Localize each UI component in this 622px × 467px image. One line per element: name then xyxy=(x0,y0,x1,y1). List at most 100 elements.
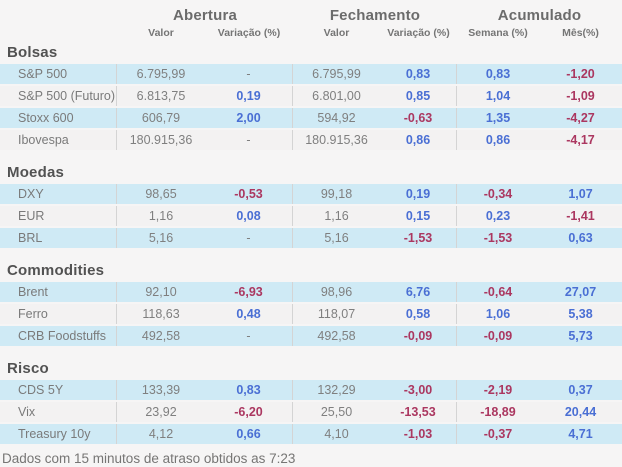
value-cell: - xyxy=(205,228,293,248)
value-cell: 1,04 xyxy=(457,86,539,106)
row-label: Stoxx 600 xyxy=(0,108,117,128)
column-group-header-row: Abertura Fechamento Acumulado xyxy=(0,0,622,25)
table-row: Ibovespa 180.915,36-180.915,36 0,86 0,86 -4… xyxy=(0,130,622,150)
value-cell: -3,00 xyxy=(380,380,457,400)
market-section: Bolsas S&P 500 6.795,99-6.795,99 0,83 0,83… xyxy=(0,44,622,150)
value-cell: -0,53 xyxy=(205,184,293,204)
subheader-fechamento-valor: Valor xyxy=(323,27,350,39)
value-cell: 1,16 xyxy=(293,206,380,226)
value-cell: 0,83 xyxy=(205,380,293,400)
value-cell: -1,53 xyxy=(457,228,539,248)
value-cell: 27,07 xyxy=(539,282,622,302)
column-group-abertura: Abertura xyxy=(172,7,238,24)
value-cell: -6,20 xyxy=(205,402,293,422)
value-cell: 180.915,36 xyxy=(293,130,380,150)
section-rows: DXY 98,65 -0,53 99,18 0,19 -0,34 1,07 EUR 1,1… xyxy=(0,184,622,248)
sections-container: Bolsas S&P 500 6.795,99-6.795,99 0,83 0,83… xyxy=(0,44,622,444)
section-rows: S&P 500 6.795,99-6.795,99 0,83 0,83 -1,20 S… xyxy=(0,64,622,150)
value-cell: 5,38 xyxy=(539,304,622,324)
section-title: Moedas xyxy=(7,164,65,181)
value-cell: 4,71 xyxy=(539,424,622,444)
subheader-mes: Mês(%) xyxy=(562,27,599,39)
value-cell: -4,17 xyxy=(539,130,622,150)
value-cell: -0,09 xyxy=(457,326,539,346)
subheader-abertura-valor: Valor xyxy=(148,27,174,39)
table-row: Treasury 10y 4,12 0,66 4,10 -1,03 -0,37 4,71 xyxy=(0,424,622,444)
header-spacer xyxy=(0,6,117,25)
section-title: Bolsas xyxy=(7,44,58,61)
value-cell: -1,09 xyxy=(539,86,622,106)
value-cell: 6,76 xyxy=(380,282,457,302)
value-cell: 1,16 xyxy=(117,206,205,226)
value-cell: 6.813,75 xyxy=(117,86,205,106)
row-label: Vix xyxy=(0,402,117,422)
row-label: CDS 5Y xyxy=(0,380,117,400)
value-cell: 1,07 xyxy=(539,184,622,204)
row-label: Ibovespa xyxy=(0,130,117,150)
table-row: DXY 98,65 -0,53 99,18 0,19 -0,34 1,07 xyxy=(0,184,622,204)
value-cell: 606,79 xyxy=(117,108,205,128)
value-cell: 492,58 xyxy=(117,326,205,346)
value-cell: 5,73 xyxy=(539,326,622,346)
value-cell: -1,03 xyxy=(380,424,457,444)
value-cell: -0,34 xyxy=(457,184,539,204)
market-section: Commodities Brent 92,10 -6,93 98,96 6,76 -0,… xyxy=(0,262,622,346)
row-label: Treasury 10y xyxy=(0,424,117,444)
value-cell: 0,15 xyxy=(380,206,457,226)
value-cell: - xyxy=(205,326,293,346)
table-row: CDS 5Y 133,39 0,83 132,29 -3,00 -2,19 0,37 xyxy=(0,380,622,400)
subheader-semana: Semana (%) xyxy=(468,27,528,39)
value-cell: -1,53 xyxy=(380,228,457,248)
header-spacer xyxy=(0,25,117,42)
row-label: CRB Foodstuffs xyxy=(0,326,117,346)
column-group-acumulado: Acumulado xyxy=(497,7,582,24)
value-cell: 0,58 xyxy=(380,304,457,324)
row-label: BRL xyxy=(0,228,117,248)
value-cell: 4,12 xyxy=(117,424,205,444)
table-row: Ferro 118,63 0,48 118,07 0,58 1,06 5,38 xyxy=(0,304,622,324)
row-label: S&P 500 (Futuro) xyxy=(0,86,117,106)
row-label: DXY xyxy=(0,184,117,204)
section-rows: CDS 5Y 133,39 0,83 132,29 -3,00 -2,19 0,37 Vi… xyxy=(0,380,622,444)
table-row: CRB Foodstuffs 492,58-492,58 -0,09 -0,09 5,… xyxy=(0,326,622,346)
table-row: BRL 5,16-5,16 -1,53 -1,53 0,63 xyxy=(0,228,622,248)
section-rows: Brent 92,10 -6,93 98,96 6,76 -0,64 27,07 Ferr… xyxy=(0,282,622,346)
value-cell: -1,41 xyxy=(539,206,622,226)
data-delay-note: Dados com 15 minutos de atraso obtidos a… xyxy=(2,451,296,466)
row-label: Brent xyxy=(0,282,117,302)
table-row: S&P 500 6.795,99-6.795,99 0,83 0,83 -1,20 xyxy=(0,64,622,84)
table-row: Brent 92,10 -6,93 98,96 6,76 -0,64 27,07 xyxy=(0,282,622,302)
value-cell: -18,89 xyxy=(457,402,539,422)
value-cell: 0,83 xyxy=(457,64,539,84)
value-cell: -6,93 xyxy=(205,282,293,302)
value-cell: 98,96 xyxy=(293,282,380,302)
value-cell: - xyxy=(205,130,293,150)
row-label: EUR xyxy=(0,206,117,226)
value-cell: 0,86 xyxy=(457,130,539,150)
value-cell: 5,16 xyxy=(293,228,380,248)
column-subheader-row: Valor Variação (%) Valor Variação (%) Se… xyxy=(0,25,622,42)
value-cell: 0,83 xyxy=(380,64,457,84)
value-cell: -0,37 xyxy=(457,424,539,444)
value-cell: 118,07 xyxy=(293,304,380,324)
subheader-abertura-variacao: Variação (%) xyxy=(217,27,281,39)
row-label: Ferro xyxy=(0,304,117,324)
value-cell: 0,37 xyxy=(539,380,622,400)
value-cell: 6.801,00 xyxy=(293,86,380,106)
value-cell: 0,66 xyxy=(205,424,293,444)
value-cell: 0,19 xyxy=(380,184,457,204)
value-cell: 23,92 xyxy=(117,402,205,422)
value-cell: -4,27 xyxy=(539,108,622,128)
section-title: Commodities xyxy=(7,262,105,279)
value-cell: 98,65 xyxy=(117,184,205,204)
value-cell: 1,35 xyxy=(457,108,539,128)
value-cell: 5,16 xyxy=(117,228,205,248)
value-cell: 594,92 xyxy=(293,108,380,128)
value-cell: -1,20 xyxy=(539,64,622,84)
value-cell: -0,63 xyxy=(380,108,457,128)
value-cell: 180.915,36 xyxy=(117,130,205,150)
value-cell: 0,23 xyxy=(457,206,539,226)
value-cell: 133,39 xyxy=(117,380,205,400)
value-cell: 1,06 xyxy=(457,304,539,324)
value-cell: 99,18 xyxy=(293,184,380,204)
